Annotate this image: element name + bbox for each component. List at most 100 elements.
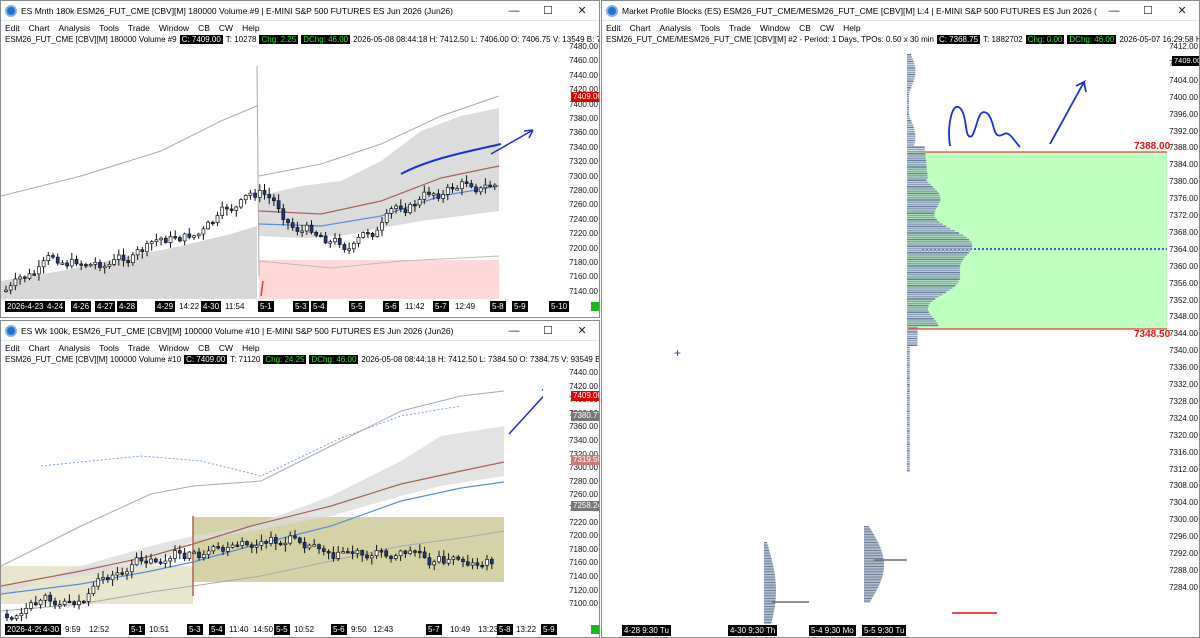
- tpo-row: [907, 214, 935, 217]
- candle-body: [77, 600, 81, 606]
- time-tick-label: 10:52: [294, 625, 315, 634]
- price-tick-label: 7280.00: [569, 186, 598, 195]
- tpo-row: [907, 456, 910, 459]
- close-icon[interactable]: ✕: [1177, 5, 1187, 17]
- menu-cw[interactable]: CW: [819, 22, 835, 33]
- menu-window[interactable]: Window: [158, 342, 190, 353]
- menu-edit[interactable]: Edit: [5, 22, 20, 33]
- tpo-row: [907, 346, 910, 349]
- menu-analysis[interactable]: Analysis: [58, 342, 91, 353]
- market-profile-chart[interactable]: +: [602, 46, 1172, 624]
- minimize-icon[interactable]: —: [508, 324, 520, 337]
- minimize-icon[interactable]: —: [508, 4, 520, 17]
- price-tick-label: 7304.00: [1169, 498, 1198, 508]
- menu-trade[interactable]: Trade: [127, 342, 150, 353]
- menu-tools[interactable]: Tools: [99, 22, 119, 33]
- candle-body: [65, 262, 69, 267]
- time-tick-label: 4-28: [117, 301, 138, 312]
- candle-body: [312, 544, 317, 547]
- time-axis[interactable]: 2026-4-29 4-30 9:59 12:52 5-1 10:51 5-3 5-4 11:4…: [1, 624, 599, 635]
- market-profile-window[interactable]: Market Profile Blocks (ES) ESM26_FUT_CME…: [601, 0, 1200, 638]
- candle-body: [101, 577, 105, 580]
- candle-body: [461, 558, 465, 563]
- menu-cb[interactable]: CB: [799, 22, 811, 33]
- menu-edit[interactable]: Edit: [5, 342, 20, 353]
- tpo-row: [907, 445, 910, 448]
- minimize-icon[interactable]: —: [1108, 4, 1120, 17]
- tpo-row: [907, 84, 913, 87]
- candle-body: [134, 557, 139, 566]
- chart-window-monthly[interactable]: ES Mnth 180k ESM26_FUT_CME [CBV][M] 1800…: [0, 0, 600, 318]
- menu-tools[interactable]: Tools: [99, 342, 119, 353]
- candle-body: [342, 244, 347, 250]
- candle-body: [102, 265, 107, 269]
- candle-body: [331, 552, 336, 559]
- tpo-row: [764, 580, 776, 582]
- menu-help[interactable]: Help: [843, 22, 861, 33]
- price-axis[interactable]: 7412.00 7409.00 7404.00 7400.00 7396.00 7392.…: [1169, 42, 1199, 624]
- menu-chart[interactable]: Chart: [629, 22, 651, 33]
- drawn-curve-annotation: [400, 143, 502, 175]
- title-bar[interactable]: ES Wk 100k, ESM26_FUT_CME [CBV][M] 10000…: [1, 321, 599, 341]
- candle-body: [257, 190, 262, 198]
- menu-analysis[interactable]: Analysis: [659, 22, 692, 33]
- time-axis[interactable]: 4-28 9:30 Tu 4-30 9:30 Th 5-4 9:30 Mo 5-5 9…: [602, 625, 1199, 636]
- tpo-row: [907, 197, 941, 199]
- menu-cw[interactable]: CW: [218, 22, 234, 33]
- price-axis[interactable]: 7440.007420.007400.007380.007360.007340.…: [543, 366, 599, 621]
- menu-help[interactable]: Help: [242, 342, 260, 353]
- menu-window[interactable]: Window: [759, 22, 791, 33]
- tpo-row: [907, 392, 910, 395]
- tpo-row: [764, 607, 775, 609]
- maximize-icon[interactable]: ☐: [1143, 5, 1153, 17]
- price-axis[interactable]: 7480.00 7460.00 7440.00 7420.00 7400.00 7380.…: [543, 42, 599, 299]
- title-bar[interactable]: Market Profile Blocks (ES) ESM26_FUT_CME…: [602, 1, 1199, 21]
- candle-body: [32, 273, 37, 276]
- candlestick-chart[interactable]: [1, 46, 543, 299]
- tpo-row: [907, 111, 909, 113]
- time-axis[interactable]: 2026-4-23 4-24 4-26 4-27 4-28 4-29 14:22 4-30 11…: [1, 301, 599, 312]
- crosshair-cursor-icon: +: [674, 346, 681, 360]
- menu-cb[interactable]: CB: [198, 22, 210, 33]
- price-tick-label: 7160.00: [569, 558, 598, 568]
- tpo-row: [907, 243, 973, 245]
- price-tick-label: 7140.00: [569, 572, 598, 581]
- tpo-row: [907, 232, 960, 234]
- close-icon[interactable]: ✕: [577, 325, 587, 337]
- menu-tools[interactable]: Tools: [700, 22, 720, 33]
- tpo-row: [907, 150, 926, 153]
- tpo-row: [907, 194, 940, 197]
- tpo-row: [864, 542, 879, 544]
- candle-body: [14, 615, 19, 620]
- candlestick-chart[interactable]: [1, 366, 543, 621]
- menu-trade[interactable]: Trade: [127, 22, 150, 33]
- candle-body: [19, 613, 24, 617]
- tpo-row: [907, 62, 915, 65]
- menu-window[interactable]: Window: [158, 22, 190, 33]
- tpo-row: [907, 124, 914, 126]
- tpo-row: [907, 128, 915, 131]
- menu-chart[interactable]: Chart: [28, 22, 50, 33]
- tpo-row: [764, 556, 772, 558]
- tpo-row: [907, 452, 910, 454]
- candle-body: [314, 232, 319, 236]
- chart-window-weekly[interactable]: ES Wk 100k, ESM26_FUT_CME [CBV][M] 10000…: [0, 320, 600, 638]
- tpo-row: [764, 566, 774, 568]
- tpo-row: [764, 601, 776, 603]
- candle-body: [389, 555, 393, 559]
- menu-cw[interactable]: CW: [218, 342, 234, 353]
- close-icon[interactable]: ✕: [577, 5, 587, 17]
- menu-analysis[interactable]: Analysis: [58, 22, 91, 33]
- candle-body: [187, 233, 192, 238]
- menu-trade[interactable]: Trade: [728, 22, 751, 33]
- maximize-icon[interactable]: ☐: [543, 5, 553, 17]
- tpo-row: [907, 58, 913, 60]
- title-bar[interactable]: ES Mnth 180k ESM26_FUT_CME [CBV][M] 1800…: [1, 1, 599, 21]
- candle-body: [110, 574, 115, 581]
- menu-help[interactable]: Help: [242, 22, 260, 33]
- menu-chart[interactable]: Chart: [28, 342, 50, 353]
- menu-cb[interactable]: CB: [198, 342, 210, 353]
- maximize-icon[interactable]: ☐: [543, 325, 553, 337]
- menu-edit[interactable]: Edit: [606, 22, 621, 33]
- tpo-row: [907, 344, 918, 346]
